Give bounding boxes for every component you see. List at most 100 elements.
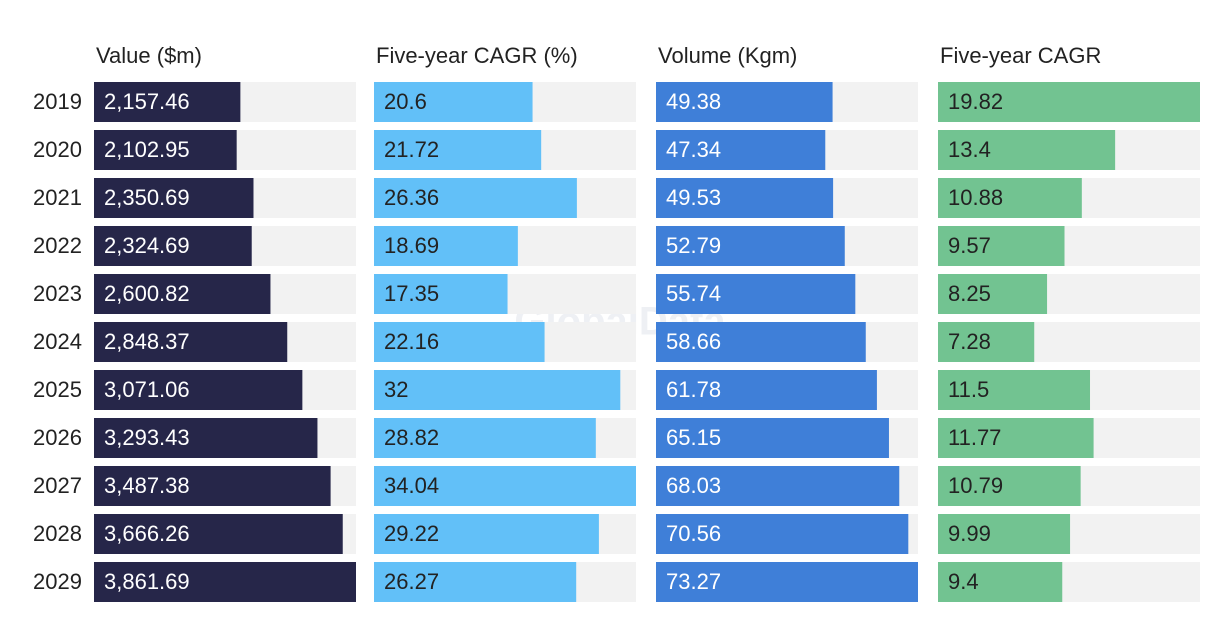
row-label: 2024 [33, 329, 82, 354]
row-label: 2022 [33, 233, 82, 258]
row-label: 2026 [33, 425, 82, 450]
row-label: 2021 [33, 185, 82, 210]
row-label: 2029 [33, 569, 82, 594]
row-label: 2020 [33, 137, 82, 162]
bar [374, 322, 545, 362]
bar [94, 82, 241, 122]
value-label: 9.57 [948, 233, 991, 258]
value-label: 61.78 [666, 377, 721, 402]
value-label: 11.77 [948, 425, 1001, 450]
bar [656, 178, 834, 218]
bar [656, 514, 909, 554]
column-title: Five-year CAGR [940, 43, 1101, 68]
value-label: 2,324.69 [104, 233, 190, 258]
value-label: 10.79 [948, 473, 1003, 498]
bar [374, 514, 599, 554]
value-label: 2,157.46 [104, 89, 190, 114]
bar [938, 178, 1082, 218]
bar [656, 274, 856, 314]
bar [374, 562, 577, 602]
value-label: 19.82 [948, 89, 1003, 114]
value-label: 68.03 [666, 473, 721, 498]
bar [656, 322, 866, 362]
value-label: 10.88 [948, 185, 1003, 210]
value-label: 3,293.43 [104, 425, 190, 450]
value-label: 47.34 [666, 137, 721, 162]
bar [94, 322, 288, 362]
value-label: 18.69 [384, 233, 439, 258]
bar [94, 178, 254, 218]
bar [656, 466, 900, 506]
value-label: 13.4 [948, 137, 991, 162]
value-label: 17.35 [384, 281, 439, 306]
bar [94, 130, 237, 170]
bar [94, 274, 271, 314]
bar [938, 370, 1091, 410]
value-label: 49.38 [666, 89, 721, 114]
row-label: 2027 [33, 473, 82, 498]
value-label: 55.74 [666, 281, 721, 306]
bar [374, 370, 621, 410]
value-label: 73.27 [666, 569, 721, 594]
bar [938, 322, 1035, 362]
bar [938, 82, 1200, 122]
value-label: 58.66 [666, 329, 721, 354]
bar [94, 370, 303, 410]
value-label: 3,666.26 [104, 521, 190, 546]
bar [374, 226, 518, 266]
bar [938, 514, 1071, 554]
value-label: 29.22 [384, 521, 439, 546]
bar [656, 226, 845, 266]
value-label: 9.99 [948, 521, 991, 546]
bar [94, 562, 356, 602]
value-label: 9.4 [948, 569, 979, 594]
bar [656, 130, 826, 170]
bar [656, 418, 889, 458]
value-label: 26.27 [384, 569, 439, 594]
bar [94, 226, 252, 266]
value-label: 65.15 [666, 425, 721, 450]
row-label: 2023 [33, 281, 82, 306]
value-label: 2,848.37 [104, 329, 190, 354]
bar [938, 466, 1081, 506]
bar [938, 226, 1065, 266]
value-label: 28.82 [384, 425, 439, 450]
bar [938, 418, 1094, 458]
value-label: 8.25 [948, 281, 991, 306]
bar [94, 514, 343, 554]
value-label: 2,600.82 [104, 281, 190, 306]
row-label: 2028 [33, 521, 82, 546]
value-label: 34.04 [384, 473, 439, 498]
bar [374, 130, 542, 170]
bar [656, 82, 833, 122]
column-title: Five-year CAGR (%) [376, 43, 578, 68]
value-label: 22.16 [384, 329, 439, 354]
bar [374, 418, 596, 458]
value-label: 2,102.95 [104, 137, 190, 162]
bar [374, 178, 577, 218]
value-label: 3,071.06 [104, 377, 190, 402]
value-label: 21.72 [384, 137, 439, 162]
value-label: 32 [384, 377, 408, 402]
column-title: Value ($m) [96, 43, 202, 68]
bar [374, 274, 508, 314]
bar [938, 562, 1063, 602]
bar [374, 82, 533, 122]
value-label: 49.53 [666, 185, 721, 210]
value-label: 70.56 [666, 521, 721, 546]
value-label: 52.79 [666, 233, 721, 258]
value-label: 20.6 [384, 89, 427, 114]
value-label: 3,487.38 [104, 473, 190, 498]
value-label: 3,861.69 [104, 569, 190, 594]
value-label: 26.36 [384, 185, 439, 210]
value-label: 2,350.69 [104, 185, 190, 210]
bar [938, 130, 1116, 170]
bar [938, 274, 1048, 314]
bar [656, 370, 877, 410]
bar [374, 466, 636, 506]
row-label: 2019 [33, 89, 82, 114]
row-label: 2025 [33, 377, 82, 402]
bar [656, 562, 918, 602]
value-label: 11.5 [948, 377, 989, 402]
